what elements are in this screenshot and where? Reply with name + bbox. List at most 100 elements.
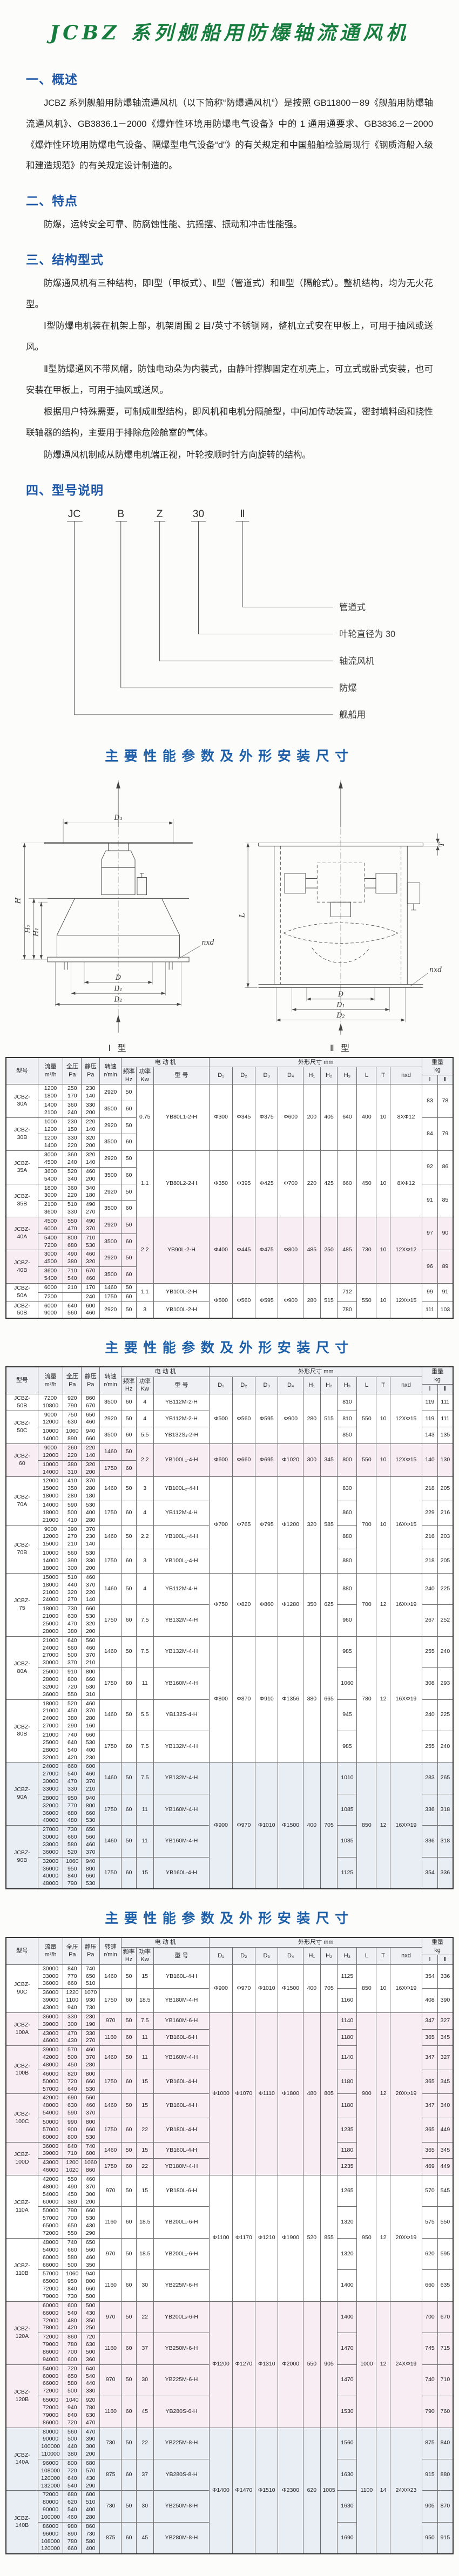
table-header-cell: 重量 kg <box>422 1366 454 1385</box>
table-cell: 12XΦ12 <box>389 1217 423 1284</box>
performance-section-title-3: 主要性能参数及外形安装尺寸 <box>105 1911 354 1927</box>
table-cell: 60 <box>121 1233 137 1251</box>
table-header-cell: T <box>376 1067 390 1085</box>
table-cell: 408 <box>422 1988 438 2013</box>
table-cell: YB100L-2-H <box>153 1283 210 1302</box>
table-cell: 1560 <box>337 2427 357 2459</box>
table-row: 50000 57000 65000 72000 790 700 650 550 66… <box>6 2206 454 2239</box>
table-cell: 50 <box>121 2093 137 2119</box>
table-cell: 1460 <box>99 1572 122 1605</box>
table-cell: 500 430 350 250 <box>81 2301 100 2334</box>
table-cell: 97 <box>422 1217 438 1251</box>
dim-label-d2: D₂ <box>113 995 122 1003</box>
table-cell: 2.2 <box>136 1443 154 1477</box>
dim-label-d-2: D <box>338 990 343 998</box>
table-header-cell: 重量 kg <box>422 1057 454 1075</box>
table-cell: Φ1270 <box>232 2301 256 2428</box>
table-header-cell: 频率 Hz <box>121 1947 137 1965</box>
table-cell: 60 <box>121 2069 137 2094</box>
table-cell: 220 140 <box>81 1117 100 1135</box>
table-cell: 11 <box>136 1825 154 1858</box>
table-cell: YB132S-4-H <box>153 1699 210 1731</box>
table-cell: YB100L₁-4-H <box>153 1524 210 1550</box>
table-cell: Φ1010 <box>255 1964 279 2013</box>
table-cell: 860 670 <box>81 1393 100 1411</box>
table-header-cell: 静压 Pa <box>81 1057 100 1085</box>
table-cell: YB160M-4-H <box>153 1793 210 1826</box>
table-cell: 870 <box>437 2490 454 2523</box>
table-cell: 11 <box>136 2045 154 2070</box>
table-cell: 50 <box>121 1250 137 1267</box>
table-cell: 1.1 <box>136 1150 154 1218</box>
table-cell: 7.5 <box>136 1604 154 1637</box>
table-cell: 32000 36000 40000 48000 <box>37 1856 64 1889</box>
table-cell: 750 630 <box>63 1410 82 1428</box>
table-header-cell: D₂ <box>232 1067 256 1085</box>
bolt-label-nxd: nxd <box>201 938 214 946</box>
table-cell: 1630 <box>337 2490 357 2523</box>
table-row: 7200 240 1750 60 <box>6 1292 453 1302</box>
table-row: 1400 2100 360 240 330 200 3500 60 <box>6 1100 453 1118</box>
table-cell: 560 460 370 <box>81 2093 100 2119</box>
table-cell: 1180 <box>337 2141 357 2159</box>
table-cell: 810 <box>337 1393 357 1411</box>
table-cell: 6000 <box>37 1283 64 1293</box>
table-cell: YB200L₁-6-H <box>153 2206 210 2239</box>
table-cell: 575 <box>422 2206 438 2239</box>
table-cell: 740 650 510 <box>81 1964 100 1989</box>
table-row: JCBZ- 110B 48000 54000 60000 66000 740 660… <box>5 2238 454 2302</box>
table-cell: YB280S-8-H <box>153 2458 210 2491</box>
table-cell: 2100 3600 <box>37 1200 64 1218</box>
table-cell: 960 <box>337 1604 357 1637</box>
table-cell: 240 <box>81 1292 100 1302</box>
table-cell: 1265 <box>337 2175 357 2207</box>
table-cell: 950 <box>422 2521 438 2554</box>
table-cell: YB160M-6-H <box>153 2012 210 2030</box>
table-cell: 50 <box>121 1476 137 1502</box>
table-cell: 10000 14000 <box>37 1460 64 1477</box>
table-cell: 340 <box>437 2093 454 2119</box>
table-cell: 92 <box>422 1150 438 1184</box>
table-row: 32000 36000 40000 48000 1060 950 840 790 9… <box>6 1856 454 1889</box>
table-cell: 800 720 640 540 <box>63 2458 82 2491</box>
table-header-cell: 全压 Pa <box>63 1057 82 1085</box>
table-row: JCBZ- 50A 6000 210 170 1460 50 1.1 YB100L-2-H Φ5… <box>5 1283 454 1319</box>
table-cell: 940 800 660 500 <box>81 2269 100 2302</box>
table-cell: 60 <box>121 2206 137 2239</box>
table-cell: 1630 <box>337 2458 357 2491</box>
table-cell: 50 <box>121 1825 137 1858</box>
table-cell: 16XΦ19 <box>389 1572 423 1637</box>
table-cell: 60 <box>121 2269 137 2302</box>
table-cell: JCBZ- 35A <box>5 1150 38 1184</box>
table-cell: 365 <box>422 2118 438 2143</box>
table-cell: 45 <box>136 2521 154 2554</box>
table-cell: 37 <box>136 2458 154 2491</box>
table-cell: YB280M-8-H <box>153 2521 210 2554</box>
table-cell: 875 <box>422 2427 438 2459</box>
table-cell: 28000 32000 36000 40000 <box>37 1793 64 1826</box>
table-cell: 21000 25000 28000 32000 <box>37 1730 64 1763</box>
table-cell: Φ700 <box>278 1150 303 1218</box>
model-code-diagram: JC B Z 30 Ⅱ 管道式 叶轮直径为 30 轴流风机 防爆 舰船用 <box>67 509 395 720</box>
table-cell: 450 <box>356 1150 377 1218</box>
table-cell: 1470 <box>337 2364 357 2397</box>
table-cell: 60 <box>121 1667 137 1700</box>
table-cell: 50 <box>121 1410 137 1428</box>
table-cell: Φ900 <box>278 1393 303 1445</box>
table-cell: 970 <box>99 2175 122 2207</box>
table-cell: 712 <box>337 1283 357 1302</box>
table-cell: JCBZ- 100C <box>5 2093 38 2143</box>
table-row: JCBZ- 100A 36000 39000 330 300 230 190 970 50… <box>5 2012 454 2176</box>
table-cell: 780 <box>356 1636 377 1763</box>
table-cell: 7200 <box>37 1292 64 1302</box>
table-cell: 920 780 630 470 <box>81 2396 100 2428</box>
table-cell: 660 <box>337 1150 357 1218</box>
dim-label-h1: H₁ <box>31 927 39 937</box>
table-cell: 345 <box>437 2141 454 2159</box>
table-row: 43000 46000 470 430 330 270 1160 60 11 YB160L-… <box>6 2029 454 2046</box>
table-cell: Φ800 <box>278 1217 303 1284</box>
dim-label-t: T <box>437 841 446 846</box>
table-header-cell: 流量 m³/h <box>37 1937 64 1965</box>
table-cell: Φ1470 <box>232 2427 256 2554</box>
table-cell: Φ560 <box>232 1283 256 1319</box>
